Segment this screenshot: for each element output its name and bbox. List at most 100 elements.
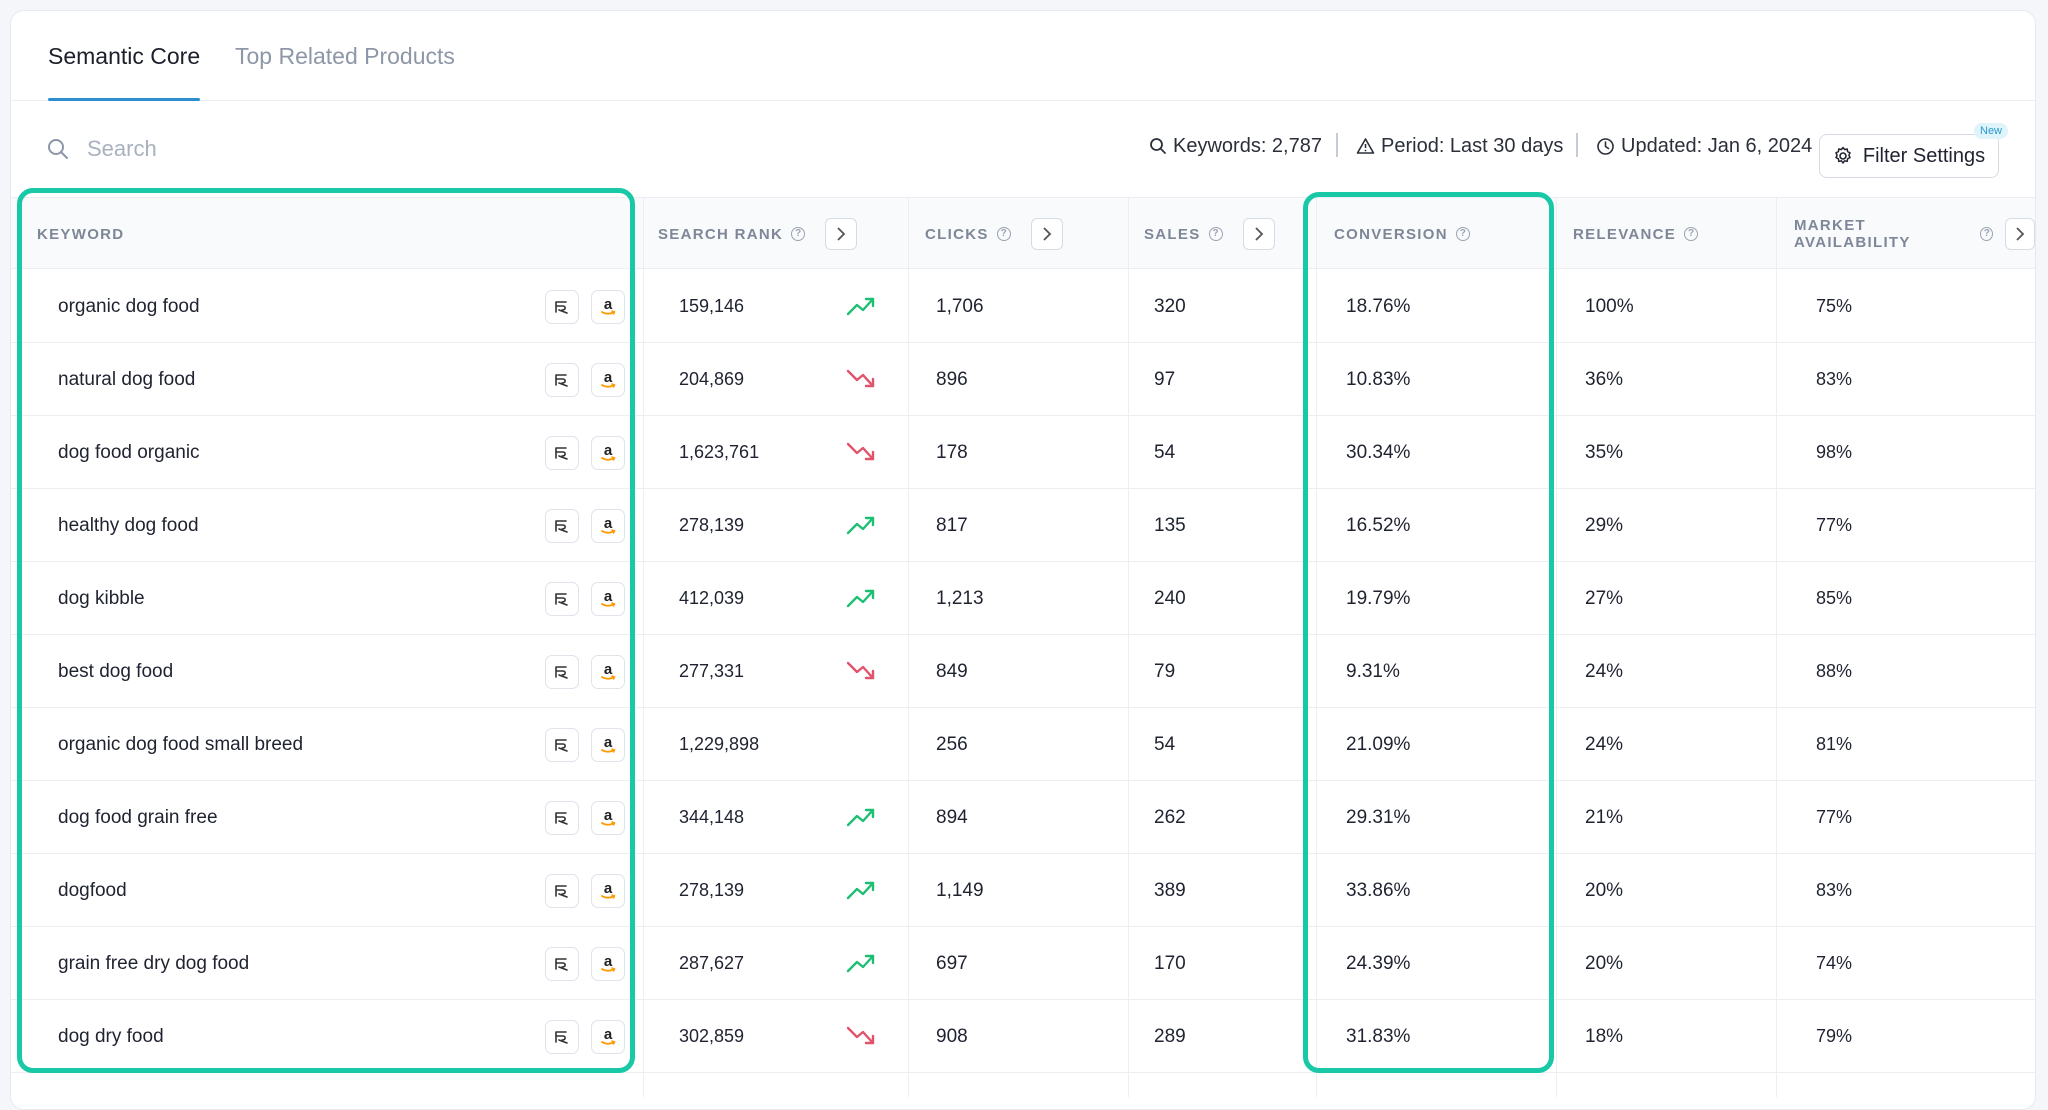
keyword-cell[interactable]: dog food organic [58, 441, 200, 463]
help-icon[interactable]: ? [1208, 227, 1223, 241]
helium-lookup-button[interactable] [545, 655, 579, 689]
amazon-icon: a [601, 589, 616, 607]
active-tab-indicator [48, 98, 200, 101]
helium-lookup-button[interactable] [545, 509, 579, 543]
help-icon[interactable]: ? [1455, 227, 1470, 241]
market-availability-cell: 77% [1816, 807, 1853, 827]
tab-semantic-core[interactable]: Semantic Core [48, 43, 201, 69]
conversion-cell: 21.09% [1346, 733, 1411, 755]
help-icon[interactable]: ? [1980, 227, 1994, 241]
search-rank-cell: 277,331 [679, 661, 745, 681]
helium-lookup-button[interactable] [545, 290, 579, 324]
amazon-search-button[interactable]: a [591, 436, 625, 470]
search-icon [48, 139, 68, 159]
helium-lookup-button[interactable] [545, 436, 579, 470]
column-header-sales[interactable]: SALES ? [1144, 198, 1275, 270]
column-divider [1316, 197, 1317, 1097]
trend-indicator [846, 949, 876, 977]
column-header-label: KEYWORD [37, 225, 125, 243]
clicks-cell: 1,149 [936, 879, 984, 901]
amazon-icon: a [601, 881, 616, 899]
tab-top-related-products[interactable]: Top Related Products [235, 43, 455, 69]
column-header-keyword[interactable]: KEYWORD [37, 198, 124, 270]
semantic-core-panel: Semantic Core Top Related Products Keywo… [10, 10, 2036, 1110]
relevance-cell: 100% [1585, 295, 1634, 317]
amazon-search-button[interactable]: a [591, 1020, 625, 1054]
table-row[interactable]: grain free dry dog food a 287,627 697 170 24.… [11, 927, 2035, 1000]
amazon-search-button[interactable]: a [591, 290, 625, 324]
help-icon[interactable]: ? [791, 227, 806, 241]
trend-up-icon [846, 808, 875, 827]
expand-column-button[interactable] [1030, 218, 1063, 250]
search-input[interactable] [87, 136, 387, 162]
column-header-label: CONVERSION [1334, 225, 1448, 243]
expand-column-button[interactable] [825, 218, 858, 250]
table-row[interactable]: natural dog food a 204,869 896 97 10.83% 36% 83… [11, 343, 2035, 416]
clicks-cell: 894 [936, 806, 968, 828]
trend-indicator [846, 511, 876, 539]
expand-column-button[interactable] [1242, 218, 1275, 250]
column-header-market-availability[interactable]: MARKET AVAILABILITY ? [1794, 198, 2035, 270]
helium-lookup-button[interactable] [545, 947, 579, 981]
clicks-cell: 817 [936, 514, 968, 536]
keyword-cell[interactable]: organic dog food [58, 295, 200, 317]
search-box[interactable] [47, 129, 387, 169]
table-row[interactable]: organic dog food a 159,146 1,706 320 18.76% 10… [11, 270, 2035, 343]
column-header-search-rank[interactable]: SEARCH RANK ? [658, 198, 858, 270]
amazon-search-button[interactable]: a [591, 874, 625, 908]
help-icon[interactable]: ? [996, 227, 1011, 241]
amazon-search-button[interactable]: a [591, 363, 625, 397]
table-row[interactable]: organic dog food small breed a 1,229,898 25… [11, 708, 2035, 781]
column-header-conversion[interactable]: CONVERSION ? [1334, 198, 1470, 270]
column-header-clicks[interactable]: CLICKS ? [925, 198, 1063, 270]
clicks-cell: 908 [936, 1025, 968, 1047]
column-divider [908, 197, 909, 1097]
help-icon[interactable]: ? [1684, 227, 1699, 241]
clicks-cell: 1,706 [936, 295, 984, 317]
keyword-cell[interactable]: dogfood [58, 879, 127, 901]
helium-lookup-button[interactable] [545, 582, 579, 616]
amazon-icon: a [601, 662, 616, 680]
amazon-search-button[interactable]: a [591, 582, 625, 616]
gear-icon [1835, 146, 1851, 164]
table-row[interactable]: healthy dog food a 278,139 817 135 16.52% 29% 7… [11, 489, 2035, 562]
keyword-cell[interactable]: healthy dog food [58, 514, 199, 536]
keyword-cell[interactable]: dog dry food [58, 1025, 164, 1047]
conversion-cell: 30.34% [1346, 441, 1411, 463]
keyword-cell[interactable]: natural dog food [58, 368, 196, 390]
helium-lookup-button[interactable] [545, 801, 579, 835]
amazon-search-button[interactable]: a [591, 801, 625, 835]
market-availability-cell: 81% [1816, 734, 1853, 754]
keyword-cell[interactable]: organic dog food small breed [58, 733, 304, 755]
helium-lookup-button[interactable] [545, 874, 579, 908]
filter-settings-button[interactable]: Filter Settings [1819, 134, 1999, 178]
keyword-cell[interactable]: dog food grain free [58, 806, 218, 828]
helium-icon [555, 447, 568, 460]
helium-lookup-button[interactable] [545, 363, 579, 397]
helium-lookup-button[interactable] [545, 728, 579, 762]
amazon-search-button[interactable]: a [591, 655, 625, 689]
table-row[interactable]: dog food organic a 1,623,761 178 54 30.34% 35%… [11, 416, 2035, 489]
amazon-search-button[interactable]: a [591, 728, 625, 762]
keyword-cell[interactable]: dog kibble [58, 587, 145, 609]
amazon-search-button[interactable]: a [591, 509, 625, 543]
trend-up-icon [846, 954, 875, 973]
column-header-label: SALES [1144, 225, 1201, 243]
helium-icon [555, 885, 568, 898]
column-header-relevance[interactable]: RELEVANCE ? [1573, 198, 1699, 270]
table-row[interactable]: dog food grain free a 344,148 894 262 29.31% 2… [11, 781, 2035, 854]
table-row[interactable]: dogfood a 278,139 1,149 389 33.86% 20% 83% [11, 854, 2035, 927]
keyword-cell[interactable]: best dog food [58, 660, 174, 682]
amazon-icon: a [601, 443, 616, 461]
sales-cell: 240 [1154, 587, 1186, 609]
expand-column-button[interactable] [2005, 218, 2035, 250]
table-row[interactable]: best dog food a 277,331 849 79 9.31% 24% 88% [11, 635, 2035, 708]
amazon-search-button[interactable]: a [591, 947, 625, 981]
chevron-right-icon [2016, 227, 2025, 241]
clicks-cell: 896 [936, 368, 968, 390]
helium-lookup-button[interactable] [545, 1020, 579, 1054]
table-row[interactable]: dog kibble a 412,039 1,213 240 19.79% 27% 85% [11, 562, 2035, 635]
market-availability-cell: 75% [1816, 296, 1853, 316]
table-row[interactable]: dog dry food a 302,859 908 289 31.83% 18% 79% [11, 1000, 2035, 1073]
keyword-cell[interactable]: grain free dry dog food [58, 952, 250, 974]
